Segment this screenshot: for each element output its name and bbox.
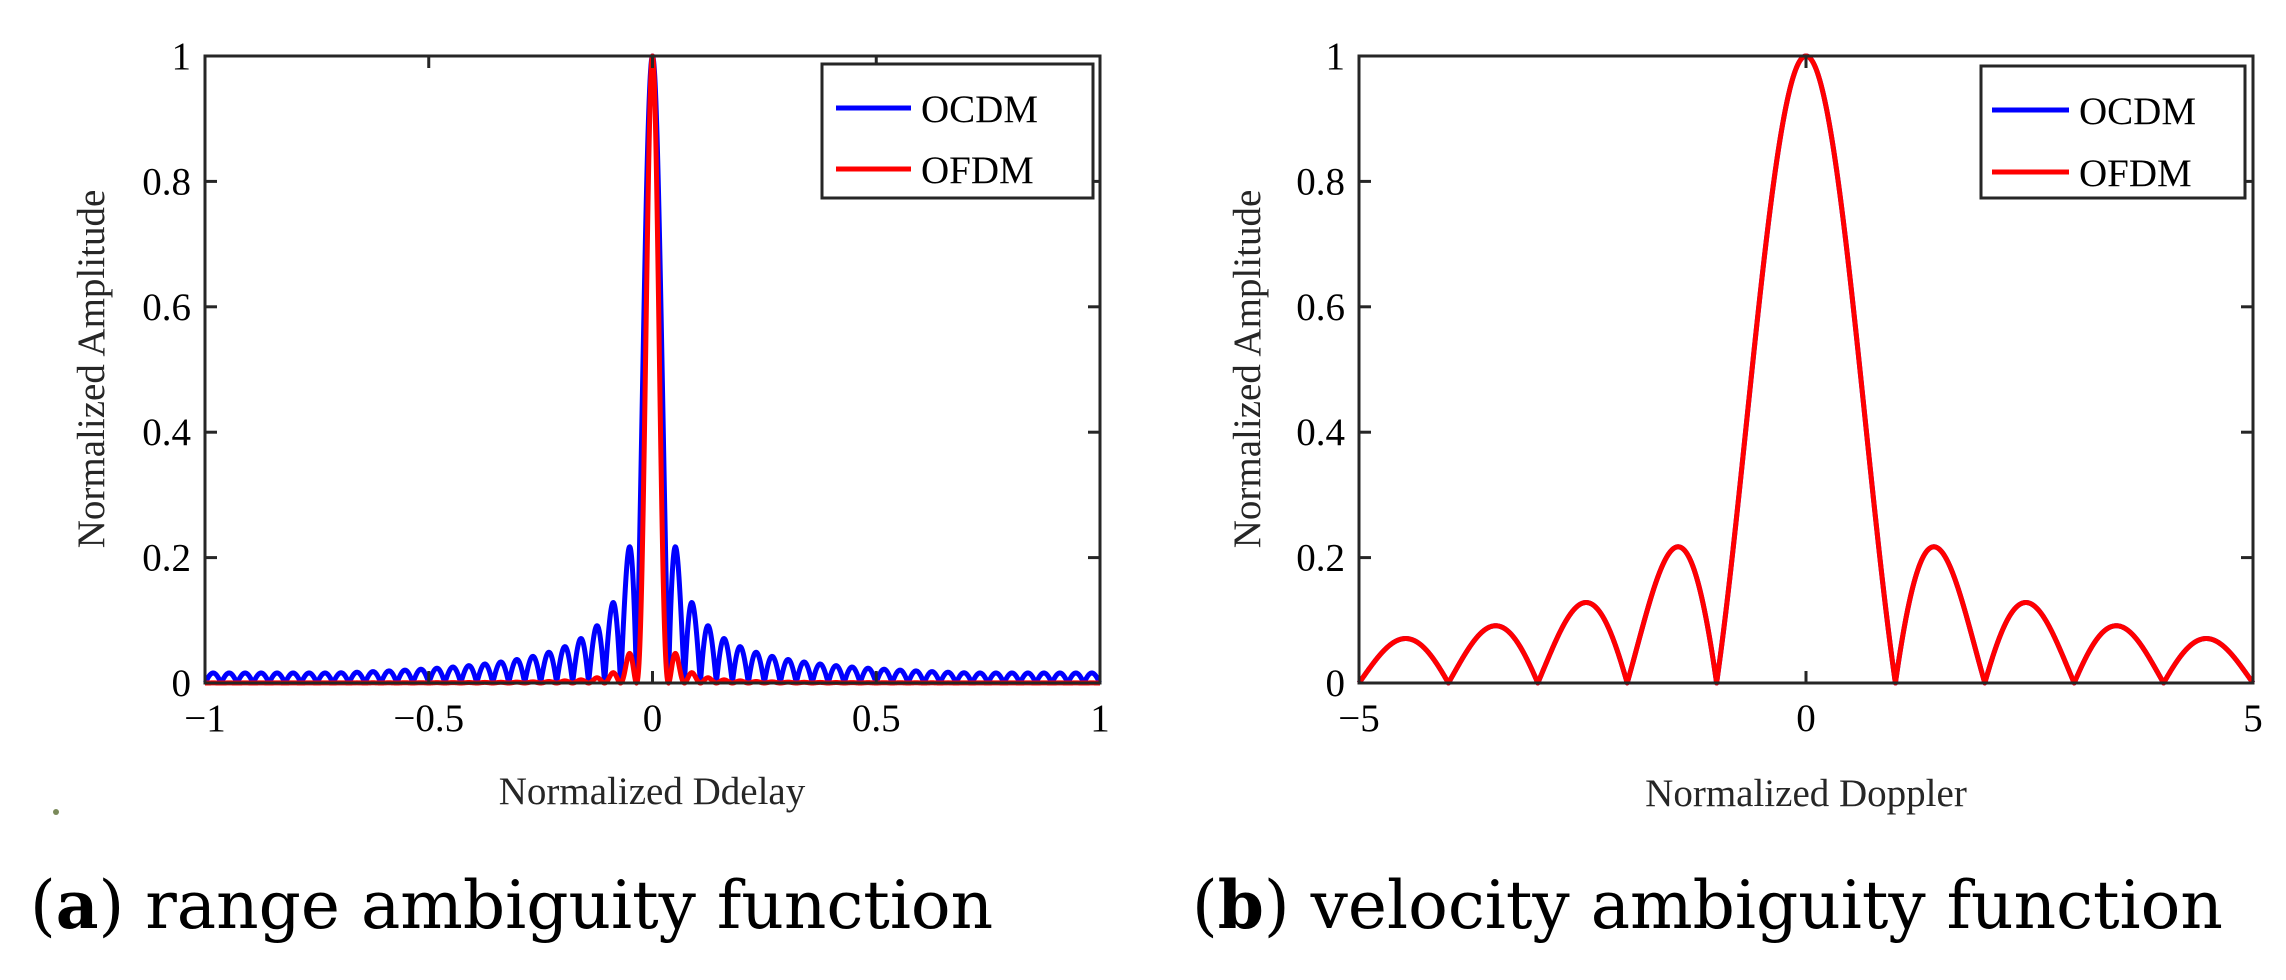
chart-a-xtick-label: 0 <box>643 697 663 740</box>
chart-b-ytick-label: 0.4 <box>1296 411 1345 454</box>
chart-b-ytick-label: 1 <box>1326 35 1346 78</box>
chart-b-legend-ofdm-label: OFDM <box>2079 152 2192 195</box>
chart-b-xtick-label: −5 <box>1338 697 1380 740</box>
caption-a-text: range ambiguity function <box>145 867 993 944</box>
chart-b-xtick-label: 0 <box>1796 697 1816 740</box>
chart-b-ytick-label: 0.8 <box>1296 160 1345 203</box>
chart-a-legend-ofdm-label: OFDM <box>921 149 1034 192</box>
chart-b-ytick-label: 0.6 <box>1296 286 1345 329</box>
chart-b-xlabel: Normalized Doppler <box>1645 772 1967 815</box>
chart-a-ytick-label: 1 <box>172 35 192 78</box>
chart-a-xtick-label: −0.5 <box>393 697 464 740</box>
chart-b-xtick-label: 5 <box>2243 697 2263 740</box>
chart-a-ylabel: Normalized Amplitude <box>70 190 113 549</box>
chart-a-legend-box <box>820 62 1095 200</box>
caption-a-letter: a <box>56 866 99 944</box>
chart-a-ytick-label: 0.4 <box>142 411 191 454</box>
chart-a-ticks: −1 −0.5 0 0.5 1 0 0.2 0.4 0.6 0.8 1 <box>142 35 1110 740</box>
caption-b-text: velocity ambiguity function <box>1310 867 2223 944</box>
caption-b-letter: b <box>1218 866 1264 944</box>
chart-b-legend-box <box>1979 64 2247 200</box>
chart-b-legend: OCDM OFDM <box>1979 64 2247 200</box>
chart-a-legend: OCDM OFDM <box>820 62 1095 200</box>
caption-b: (b) velocity ambiguity function <box>1192 866 2223 944</box>
chart-a-ytick-label: 0.8 <box>142 160 191 203</box>
chart-a-xlabel: Normalized Ddelay <box>499 770 806 813</box>
caption-a: (a) range ambiguity function <box>30 866 993 944</box>
chart-b-ticks: −5 0 500.20.40.60.81 <box>1296 35 2263 740</box>
chart-a-ytick-label: 0.6 <box>142 286 191 329</box>
chart-a-xtick-label: −1 <box>184 697 226 740</box>
stray-dot <box>53 809 59 815</box>
chart-b-ytick-label: 0 <box>1326 662 1346 705</box>
chart-b: −5 0 500.20.40.60.81 Normalized Doppler No… <box>1192 35 2263 944</box>
chart-a-xtick-label: 1 <box>1090 697 1110 740</box>
chart-a-ytick-label: 0.2 <box>142 537 191 580</box>
chart-a-xtick-label: 0.5 <box>852 697 901 740</box>
chart-b-ylabel: Normalized Amplitude <box>1226 190 1269 549</box>
chart-a: −1 −0.5 0 0.5 1 0 0.2 0.4 0.6 0.8 1 Normalized Dde… <box>30 35 1110 944</box>
chart-b-ytick-label: 0.2 <box>1296 537 1345 580</box>
chart-a-ytick-label: 0 <box>172 662 192 705</box>
chart-a-legend-ocdm-label: OCDM <box>921 88 1038 131</box>
chart-b-legend-ocdm-label: OCDM <box>2079 90 2196 133</box>
